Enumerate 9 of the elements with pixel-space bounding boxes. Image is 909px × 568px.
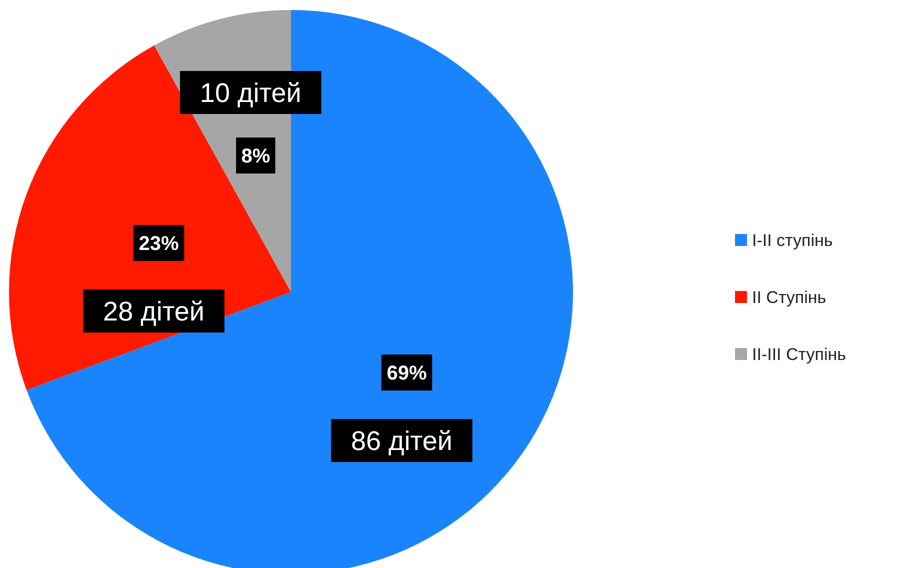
data-label: 86 дітей <box>351 426 452 456</box>
legend-label: II Ступінь <box>752 288 826 307</box>
text: 69% <box>386 362 427 385</box>
text: 8% <box>241 146 270 168</box>
data-label: 10 дітей <box>200 78 302 108</box>
legend-label: I-II ступінь <box>752 230 833 250</box>
text: 23% <box>138 233 179 256</box>
legend-label: II-III Ступінь <box>752 344 846 364</box>
data-label: 28 дітей <box>103 296 205 326</box>
